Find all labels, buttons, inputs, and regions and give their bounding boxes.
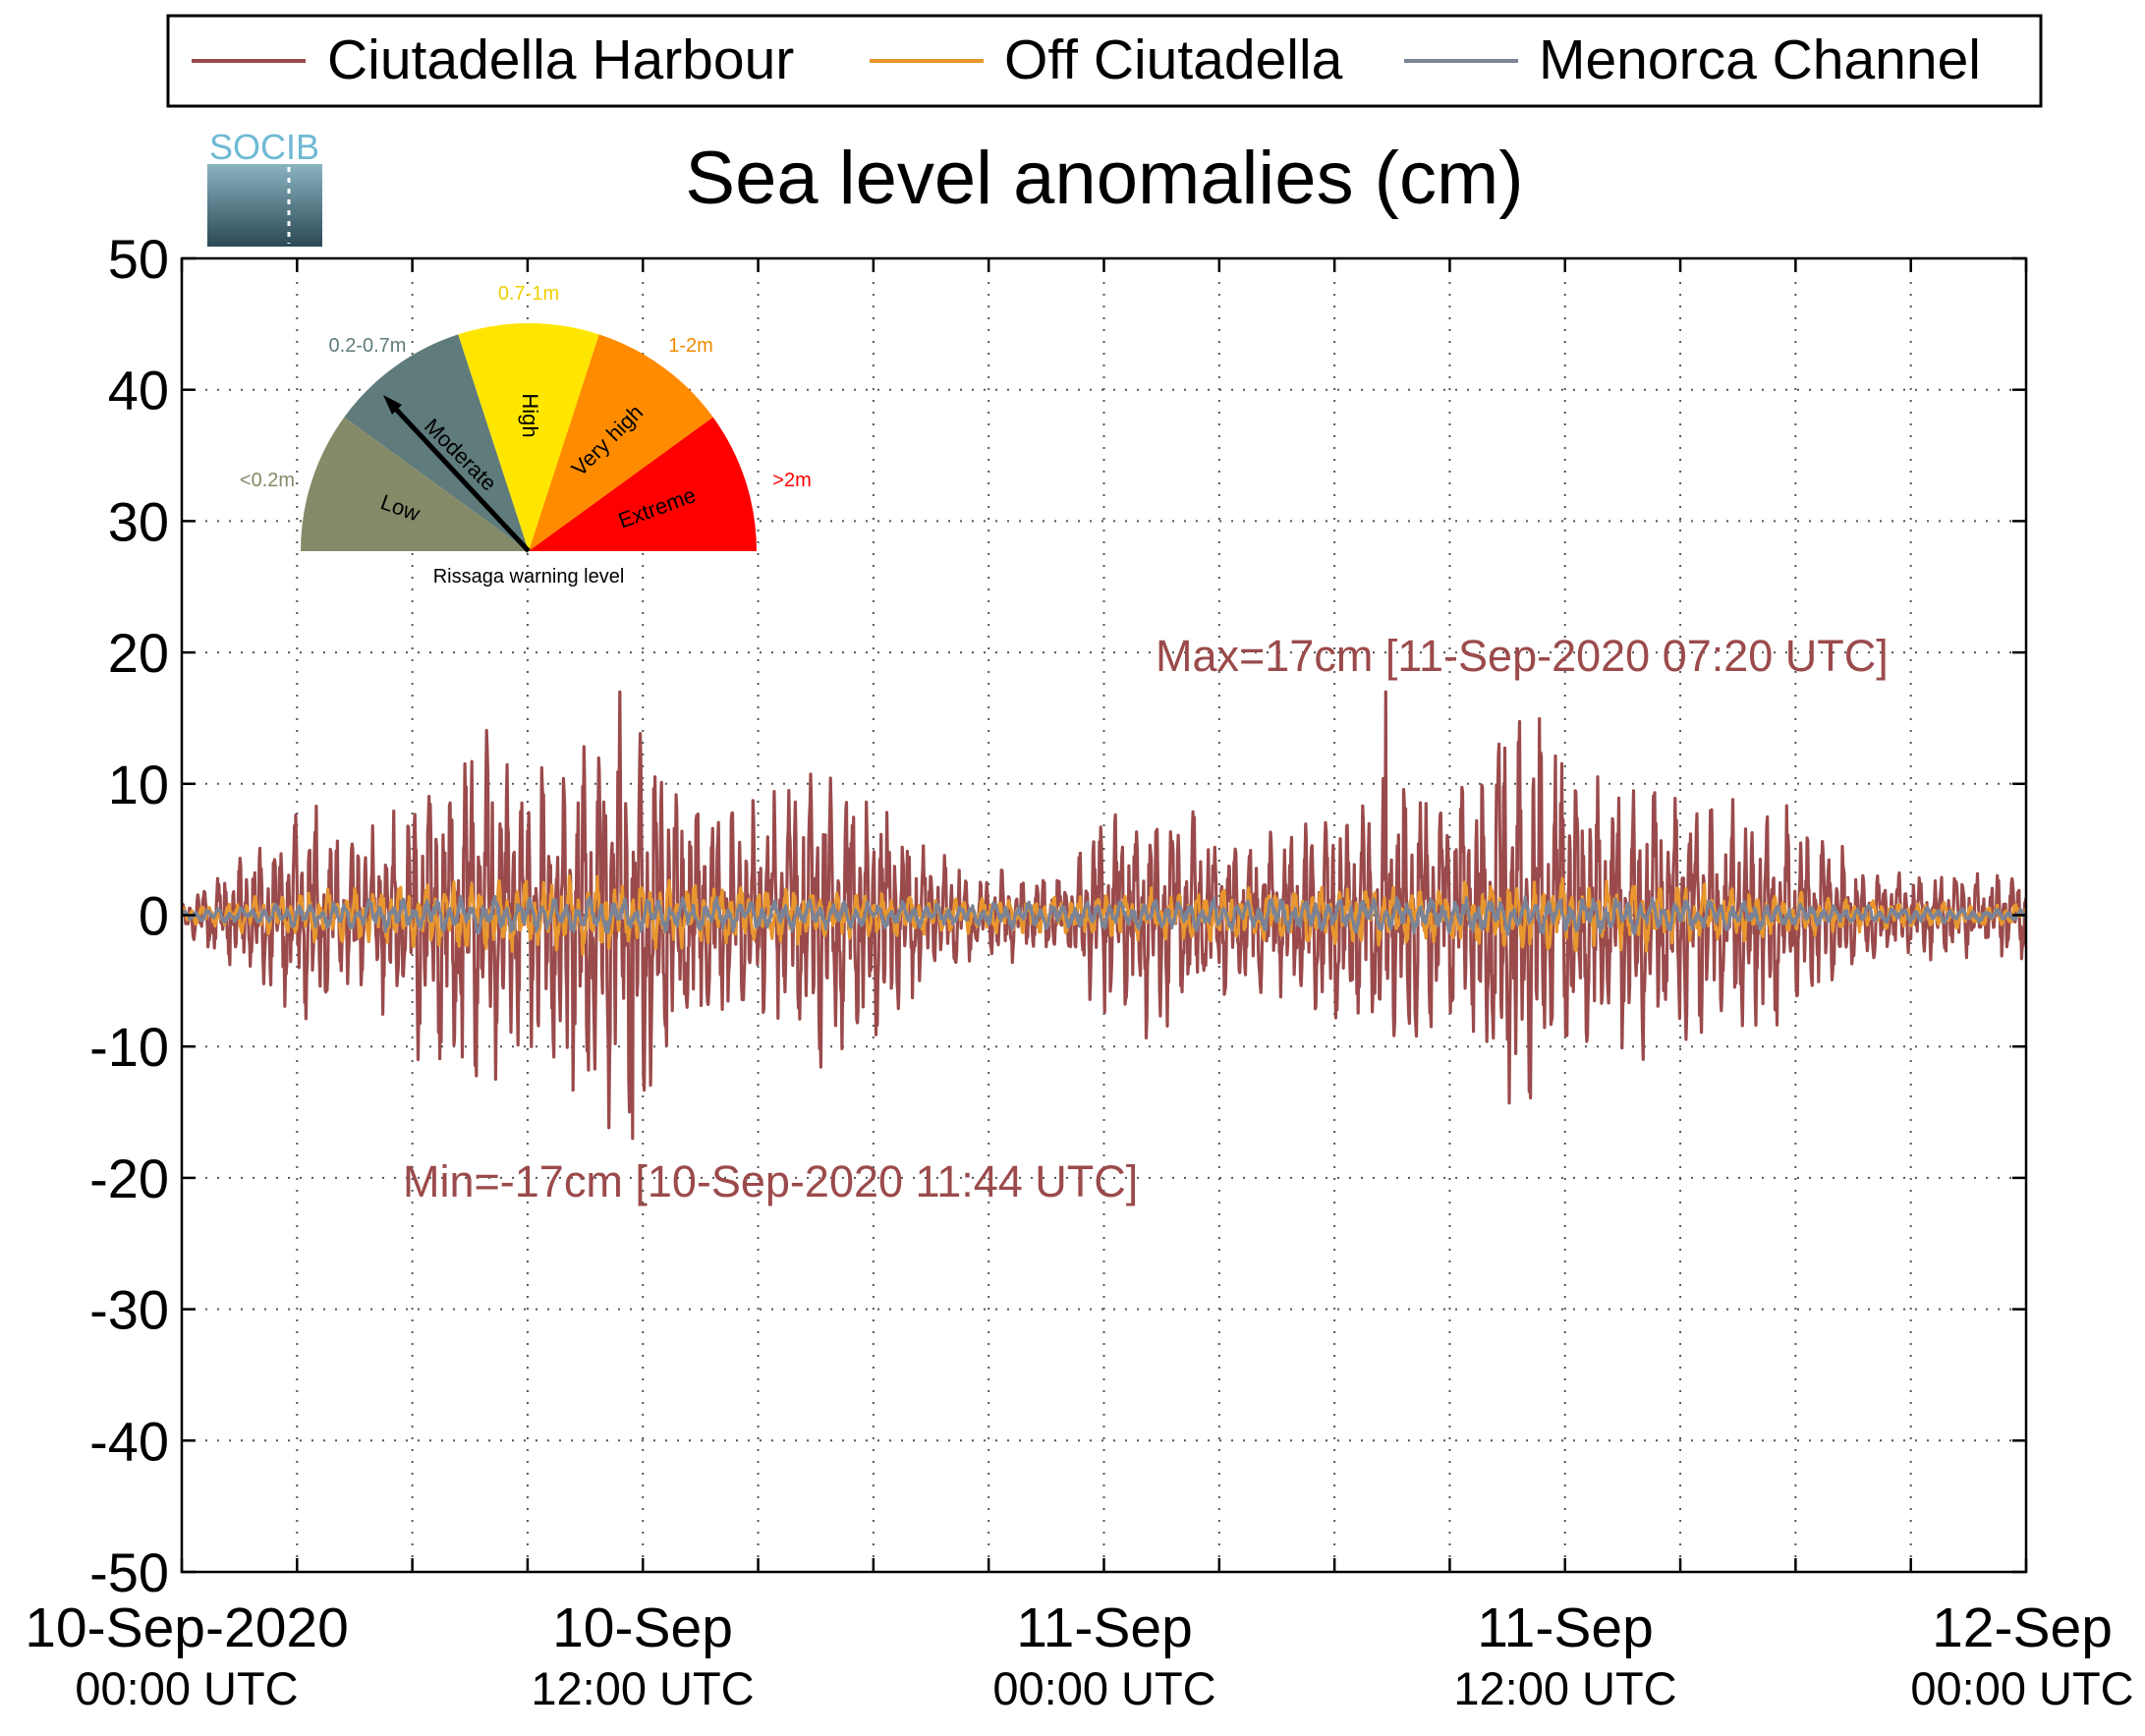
x-tick-label-date: 11-Sep <box>1477 1596 1654 1659</box>
y-tick-label: -10 <box>89 1016 169 1078</box>
y-tick-label: 50 <box>108 228 169 290</box>
y-tick-label: -30 <box>89 1279 169 1341</box>
series-lines <box>182 690 2026 1141</box>
legend-label-0: Ciutadella Harbour <box>327 28 794 91</box>
y-tick-label: 20 <box>108 622 169 684</box>
y-tick-label: -20 <box>89 1148 169 1209</box>
gauge-sector-very-high <box>529 334 713 551</box>
gauge-level-label: High <box>518 393 542 437</box>
x-tick-label-time: 12:00 UTC <box>531 1662 754 1714</box>
y-axis-labels: 50 40 30 20 10 0 -10 -20 -30 -40 -50 <box>89 228 169 1603</box>
gauge-range-label: >2m <box>772 470 811 491</box>
y-tick-label: 0 <box>139 885 169 947</box>
legend: Ciutadella Harbour Off Ciutadella Menorca … <box>166 14 2043 108</box>
legend-box <box>166 14 2043 108</box>
gauge-sector-high <box>458 323 599 551</box>
x-tick-label-date: 10-Sep <box>552 1596 733 1659</box>
socib-logo: SOCIB <box>207 127 322 247</box>
gauge-range-label: <0.2m <box>240 470 295 491</box>
x-tick-label-time: 00:00 UTC <box>1910 1662 2133 1714</box>
x-tick-label-time: 12:00 UTC <box>1453 1662 1676 1714</box>
legend-label-2: Menorca Channel <box>1539 28 1981 91</box>
gauge-sector-moderate <box>344 334 529 551</box>
gauge-sector-extreme <box>529 417 757 551</box>
logo-text: SOCIB <box>209 127 319 167</box>
chart-title: Sea level anomalies (cm) <box>685 137 1523 220</box>
x-tick-label-time: 00:00 UTC <box>992 1662 1215 1714</box>
x-tick-label-date: 11-Sep <box>1016 1596 1193 1659</box>
gauge-needle <box>388 401 531 553</box>
plot-frame <box>180 256 2028 1574</box>
y-tick-label: 30 <box>108 490 169 552</box>
legend-label-1: Off Ciutadella <box>1004 28 1343 91</box>
min-annotation: Min=-17cm [10-Sep-2020 11:44 UTC] <box>403 1156 1138 1206</box>
gauge-sector-low <box>301 417 529 551</box>
y-tick-label: -50 <box>89 1541 169 1603</box>
x-tick-label-date: 12-Sep <box>1932 1596 2113 1659</box>
gauge-range-label: 1-2m <box>668 335 713 357</box>
y-tick-label: 10 <box>108 754 169 815</box>
gauge-range-label: 0.2-0.7m <box>329 335 407 357</box>
x-tick-label-time: 00:00 UTC <box>75 1662 298 1714</box>
gauge-range-label: 0.7-1m <box>498 283 559 305</box>
max-annotation: Max=17cm [11-Sep-2020 07:20 UTC] <box>1156 631 1889 681</box>
gauge-needle-head <box>383 395 402 415</box>
x-tick-label-date: 10-Sep-2020 <box>25 1596 349 1659</box>
series-line-2 <box>182 894 2026 936</box>
y-tick-label: 40 <box>108 360 169 421</box>
y-tick-label: -40 <box>89 1410 169 1472</box>
gauge-caption: Rissaga warning level <box>433 566 625 588</box>
